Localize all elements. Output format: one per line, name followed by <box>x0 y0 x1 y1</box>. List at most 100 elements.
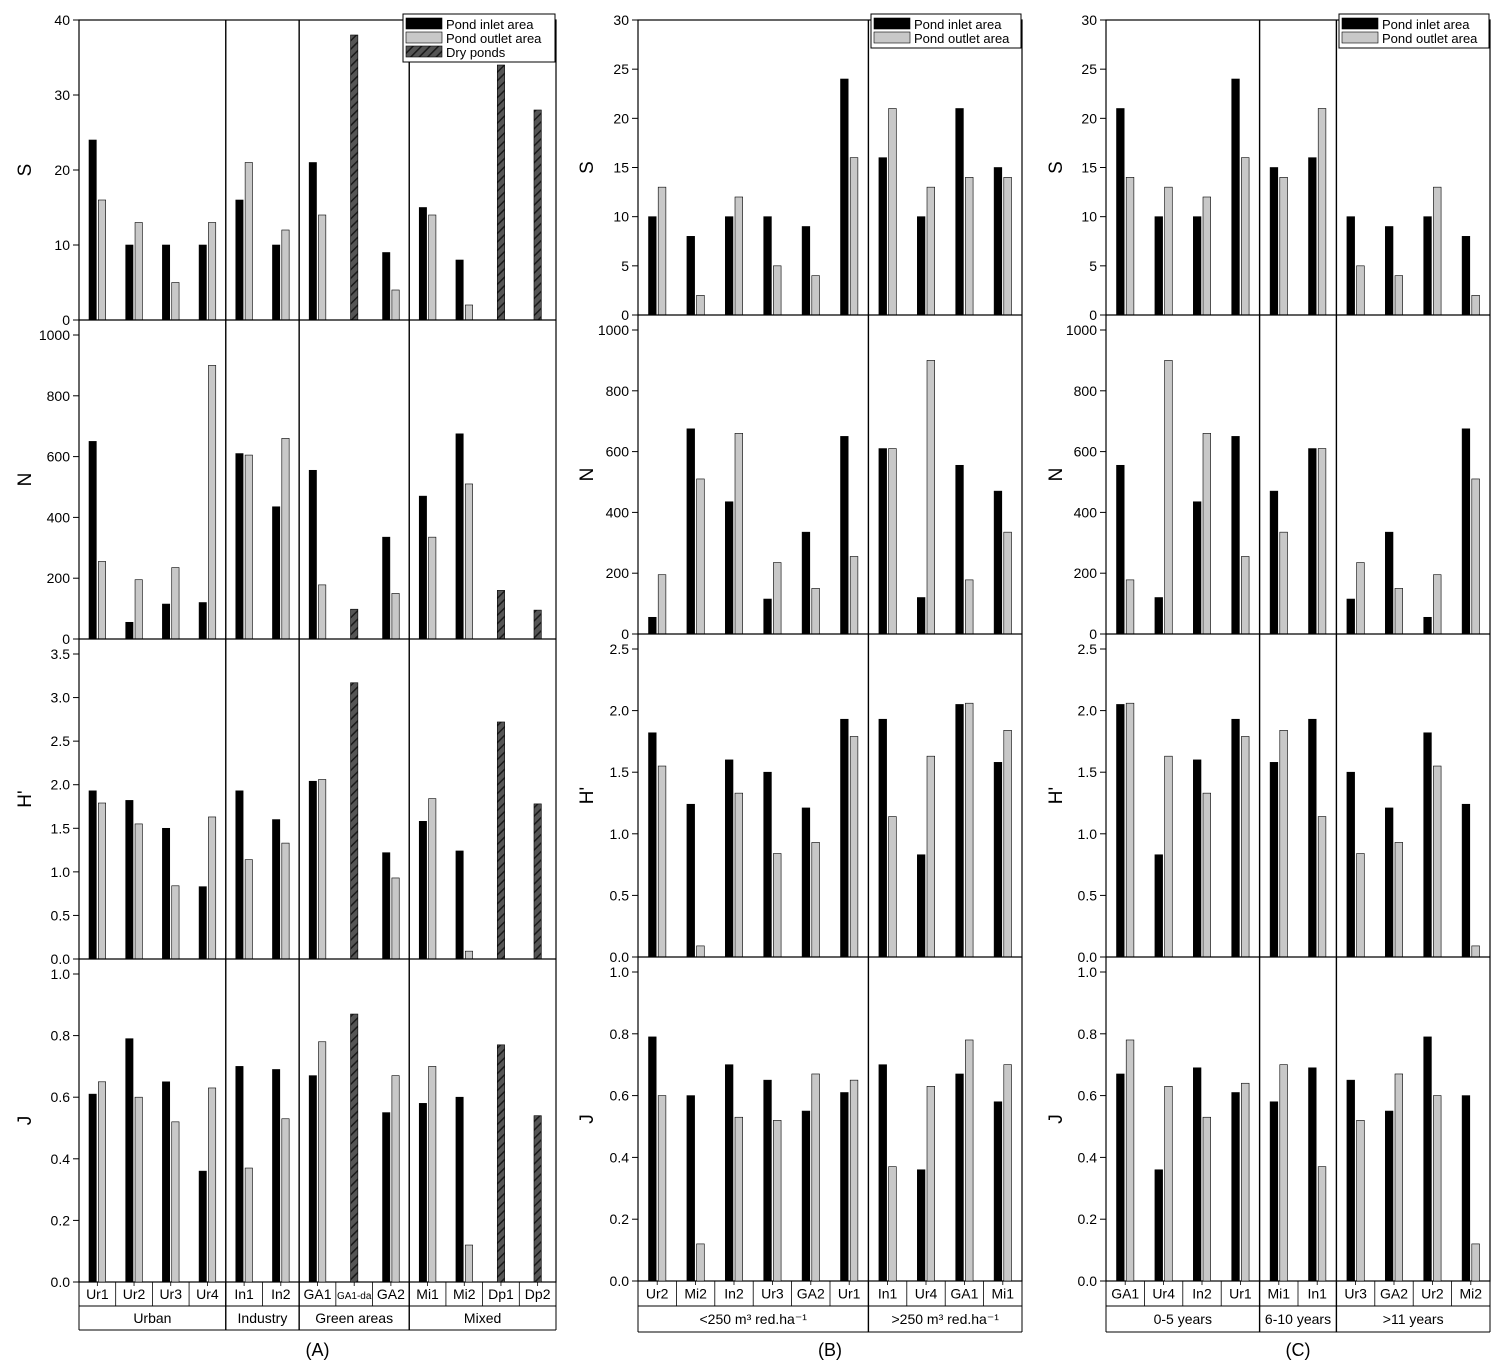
bar-outlet-In1 <box>1317 1166 1327 1282</box>
bar-outlet-Ur2 <box>657 1095 667 1282</box>
bar-outlet-In1 <box>1317 448 1327 635</box>
bar-outlet-In1 <box>888 448 897 635</box>
row-H': 0.0 0.5 1.0 1.5 2.0 2.5 H' <box>1046 633 1490 965</box>
y-tick-label: 25 <box>1081 61 1097 77</box>
bar-inlet-Ur2 <box>648 732 657 958</box>
category-label: GA2 <box>377 1286 405 1302</box>
bar-outlet-Ur1 <box>849 157 859 316</box>
bar-dry-Dp1 <box>496 590 505 640</box>
y-tick-label: 1000 <box>598 322 629 338</box>
y-tick-label: 1.0 <box>51 864 71 880</box>
bar-inlet-Ur3 <box>162 603 171 640</box>
bar-inlet-In1 <box>878 1064 887 1282</box>
category-label: GA1-da <box>337 1291 372 1302</box>
y-tick-label: 30 <box>1081 12 1097 28</box>
y-tick-label: 15 <box>613 160 629 176</box>
bar-outlet-Ur1 <box>1241 556 1250 635</box>
bar-inlet-Ur1 <box>1231 78 1240 316</box>
y-tick-label: 0.5 <box>1078 887 1098 903</box>
bar-inlet-Ur1 <box>1231 1092 1240 1282</box>
bar-inlet-GA2 <box>801 226 811 316</box>
bar-outlet-Ur1 <box>98 802 106 960</box>
bar-inlet-Ur1 <box>88 790 97 960</box>
category-label: In1 <box>878 1286 898 1302</box>
y-tick-label: 3.5 <box>51 646 71 662</box>
y-tick-label: 2.5 <box>610 641 630 657</box>
y-tick-label: 0.6 <box>1078 1088 1098 1104</box>
panel-label: (B) <box>818 1340 842 1360</box>
bar-outlet-GA2 <box>1394 842 1403 958</box>
bar-outlet-In1 <box>888 108 897 316</box>
bar-inlet-Mi1 <box>993 167 1003 316</box>
y-tick-label: 600 <box>606 444 630 460</box>
category-label: In1 <box>1307 1286 1327 1302</box>
bar-outlet-Ur4 <box>208 222 217 321</box>
y-tick-label: 1000 <box>39 327 70 343</box>
category-label: In2 <box>724 1286 744 1302</box>
bar-outlet-Ur2 <box>657 574 667 635</box>
bar-inlet-In1 <box>235 1066 244 1283</box>
bar-outlet-GA1 <box>1125 1039 1135 1282</box>
bar-inlet-In2 <box>725 216 734 316</box>
bar-outlet-Ur4 <box>1164 186 1173 316</box>
y-axis-label: J <box>1046 1114 1067 1124</box>
y-tick-label: 0.4 <box>51 1151 71 1167</box>
category-label: Ur1 <box>838 1286 861 1302</box>
bar-inlet-Mi1 <box>418 821 427 960</box>
y-axis-label: S <box>1046 161 1067 174</box>
bar-outlet-GA2 <box>391 289 400 321</box>
group-label: 0-5 years <box>1154 1311 1212 1327</box>
category-label: GA2 <box>797 1286 825 1302</box>
bar-outlet-GA1 <box>965 579 974 635</box>
bar-inlet-Mi1 <box>418 207 427 321</box>
bar-outlet-Mi1 <box>1279 730 1288 958</box>
bar-inlet-In2 <box>272 506 281 640</box>
bar-inlet-GA1 <box>955 464 964 635</box>
y-tick-label: 200 <box>47 570 71 586</box>
category-label: Ur2 <box>646 1286 669 1302</box>
bar-inlet-Mi2 <box>686 803 695 958</box>
legend-label: Pond inlet area <box>446 17 534 32</box>
category-label: Ur3 <box>761 1286 784 1302</box>
bar-inlet-Mi1 <box>993 1101 1003 1282</box>
y-tick-label: 0 <box>62 312 70 328</box>
group-label: Urban <box>133 1310 171 1326</box>
bar-outlet-GA2 <box>391 1075 400 1283</box>
y-tick-label: 800 <box>1074 383 1098 399</box>
y-axis-label: S <box>15 164 36 177</box>
bar-inlet-Mi2 <box>1461 803 1471 958</box>
y-tick-label: 0.8 <box>610 1026 630 1042</box>
bar-dry-Dp1 <box>496 64 505 321</box>
bar-inlet-In1 <box>1308 1067 1317 1282</box>
bar-outlet-Mi2 <box>1471 295 1480 316</box>
bar-outlet-In1 <box>888 1166 897 1282</box>
bar-outlet-Ur4 <box>208 816 217 960</box>
bar-inlet-Mi1 <box>993 490 1003 635</box>
bar-outlet-GA2 <box>811 275 820 316</box>
y-tick-label: 0.2 <box>610 1211 630 1227</box>
bar-inlet-Ur2 <box>1423 1036 1432 1282</box>
category-label: Mi2 <box>453 1286 476 1302</box>
y-axis-label: J <box>15 1116 36 1126</box>
category-label: Dp1 <box>488 1286 514 1302</box>
bar-inlet-Ur1 <box>840 78 849 316</box>
bar-inlet-Ur1 <box>1231 436 1240 635</box>
y-tick-label: 5 <box>1089 258 1097 274</box>
bar-inlet-Ur4 <box>917 597 926 635</box>
bar-inlet-In2 <box>1193 759 1202 958</box>
bar-outlet-GA1 <box>1125 579 1135 635</box>
y-axis-label: H' <box>577 787 598 804</box>
bar-inlet-GA2 <box>1385 807 1394 958</box>
y-tick-label: 800 <box>606 383 630 399</box>
bar-outlet-Ur3 <box>1356 562 1365 635</box>
bar-inlet-Ur3 <box>162 244 171 321</box>
legend-swatch <box>1341 31 1379 44</box>
bar-inlet-Ur3 <box>1346 771 1355 958</box>
y-tick-label: 1000 <box>1066 322 1097 338</box>
plot-frame <box>637 19 1023 1282</box>
bar-outlet-In1 <box>244 162 253 321</box>
bar-inlet-Ur2 <box>648 1036 657 1282</box>
y-tick-label: 20 <box>54 162 70 178</box>
bar-outlet-Ur2 <box>657 765 667 958</box>
bar-outlet-GA2 <box>811 842 820 958</box>
